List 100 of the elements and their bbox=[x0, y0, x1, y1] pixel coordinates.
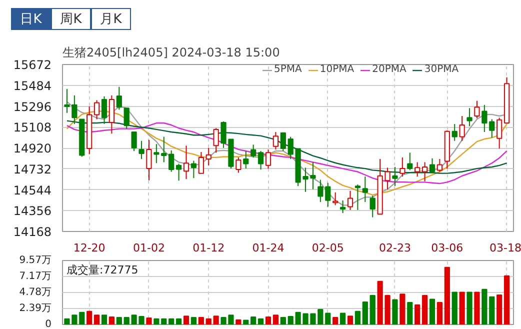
bar bbox=[436, 302, 443, 324]
bar bbox=[325, 312, 331, 324]
candlestick bbox=[272, 132, 279, 150]
bar bbox=[79, 312, 85, 324]
candlestick bbox=[168, 150, 174, 172]
bar bbox=[452, 292, 458, 324]
text: 周K bbox=[51, 8, 91, 30]
bar bbox=[101, 314, 108, 324]
y-tick-label: 14732 bbox=[13, 162, 52, 176]
candlestick bbox=[459, 116, 465, 142]
y-tick-label: 14168 bbox=[13, 225, 52, 239]
bar bbox=[272, 314, 279, 324]
bar bbox=[168, 318, 174, 324]
candlestick bbox=[482, 104, 488, 133]
candlestick bbox=[250, 144, 256, 158]
bar bbox=[154, 318, 160, 324]
bar bbox=[429, 298, 436, 324]
line-series bbox=[66, 122, 508, 184]
x-tick-label: 02-23 bbox=[378, 242, 411, 254]
candlestick bbox=[354, 184, 361, 210]
bar bbox=[86, 310, 92, 324]
legend-label: 5PMA bbox=[274, 64, 302, 75]
bar bbox=[459, 292, 465, 324]
y-tick-label: 14356 bbox=[13, 204, 52, 218]
candlestick bbox=[466, 108, 472, 127]
y-tick-label: 2.39万 bbox=[19, 303, 52, 314]
bar bbox=[474, 292, 480, 324]
candlestick bbox=[146, 139, 152, 181]
y-tick-label: 9.57万 bbox=[19, 255, 52, 266]
legend-label: 10PMA bbox=[320, 64, 354, 75]
bar bbox=[176, 318, 182, 324]
candlestick bbox=[116, 86, 122, 110]
bar bbox=[183, 316, 190, 324]
bar bbox=[370, 294, 376, 324]
bar bbox=[444, 266, 450, 324]
candlestick bbox=[280, 132, 286, 152]
bar bbox=[392, 299, 398, 324]
candlestick bbox=[138, 140, 144, 160]
candlestick bbox=[332, 192, 338, 206]
candlestick bbox=[183, 145, 190, 180]
bar bbox=[504, 275, 510, 324]
y-tick-label: 15484 bbox=[13, 78, 52, 93]
candlestick bbox=[190, 160, 197, 179]
candlestick bbox=[288, 136, 294, 160]
x-tick-label: 02-05 bbox=[312, 242, 344, 254]
bar bbox=[198, 316, 204, 324]
candlestick bbox=[176, 163, 182, 182]
bar bbox=[414, 304, 420, 324]
bar bbox=[496, 294, 502, 324]
candlestick bbox=[213, 128, 219, 154]
candlestick bbox=[101, 96, 108, 125]
bar bbox=[407, 302, 413, 324]
bar bbox=[265, 316, 272, 324]
bar bbox=[489, 296, 495, 324]
text: 月K bbox=[91, 8, 131, 30]
y-tick-label: 14544 bbox=[13, 183, 52, 198]
candlestick bbox=[124, 108, 130, 130]
bar bbox=[466, 292, 472, 324]
y-tick-label: 14920 bbox=[13, 142, 52, 156]
y-tick-label: 0 bbox=[45, 319, 52, 329]
bar bbox=[288, 316, 294, 324]
candlestick bbox=[436, 158, 443, 172]
bar bbox=[340, 312, 346, 324]
candlestick bbox=[318, 179, 324, 202]
bar bbox=[422, 294, 428, 324]
candlestick bbox=[474, 100, 480, 119]
candlestick bbox=[400, 156, 406, 178]
candlestick bbox=[407, 152, 413, 171]
bar bbox=[94, 314, 100, 324]
y-tick-label: 7.17万 bbox=[19, 271, 52, 282]
bar bbox=[236, 319, 242, 324]
candlestick bbox=[258, 150, 264, 170]
bar bbox=[116, 316, 122, 324]
candlestick bbox=[370, 195, 376, 218]
legend-label: 20PMA bbox=[372, 64, 406, 75]
bar bbox=[206, 318, 212, 324]
x-tick-label: 12-20 bbox=[73, 242, 106, 254]
x-tick-label: 03-18 bbox=[490, 242, 521, 254]
y-tick-label: 4.78万 bbox=[19, 287, 52, 298]
y-tick-label: 15296 bbox=[13, 100, 52, 114]
candlestick bbox=[452, 124, 458, 142]
y-tick-label: 15108 bbox=[13, 120, 52, 135]
candlestick bbox=[236, 156, 242, 174]
bar bbox=[190, 316, 197, 324]
bar bbox=[108, 316, 115, 324]
bar bbox=[124, 316, 130, 324]
candlestick bbox=[489, 118, 495, 138]
candlestick bbox=[154, 144, 160, 164]
candlestick bbox=[325, 182, 331, 208]
candlestick bbox=[414, 162, 420, 178]
text: 日K bbox=[11, 8, 51, 30]
x-tick-label: 01-02 bbox=[132, 242, 165, 254]
bar bbox=[146, 317, 152, 324]
bar bbox=[280, 316, 286, 324]
candlestick bbox=[265, 148, 272, 170]
bar bbox=[250, 316, 256, 324]
bar bbox=[213, 316, 219, 324]
candlestick bbox=[108, 94, 115, 134]
candlestick bbox=[347, 190, 354, 210]
candlestick bbox=[161, 136, 167, 163]
